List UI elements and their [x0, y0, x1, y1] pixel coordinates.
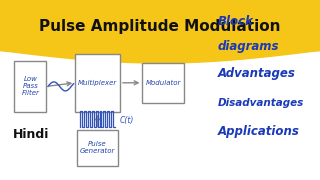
Text: Low
Pass
Filter: Low Pass Filter — [21, 76, 39, 96]
Text: Hindi: Hindi — [13, 129, 49, 141]
Text: Pulse
Generator: Pulse Generator — [80, 141, 115, 154]
Bar — [14, 61, 46, 112]
Bar — [142, 63, 184, 103]
Bar — [0, 0, 320, 50]
Text: Disadvantages: Disadvantages — [218, 98, 304, 108]
Text: diagrams: diagrams — [218, 40, 279, 53]
Text: Multiplexer: Multiplexer — [78, 80, 117, 86]
Polygon shape — [0, 50, 320, 63]
Text: Applications: Applications — [218, 125, 300, 138]
Bar — [75, 54, 120, 112]
Bar — [77, 130, 118, 166]
Text: Modulator: Modulator — [146, 80, 181, 86]
Text: Block: Block — [218, 15, 254, 28]
Text: Pulse Amplitude Modulation: Pulse Amplitude Modulation — [39, 19, 281, 34]
Text: C(t): C(t) — [120, 116, 134, 125]
Text: Advantages: Advantages — [218, 67, 295, 80]
